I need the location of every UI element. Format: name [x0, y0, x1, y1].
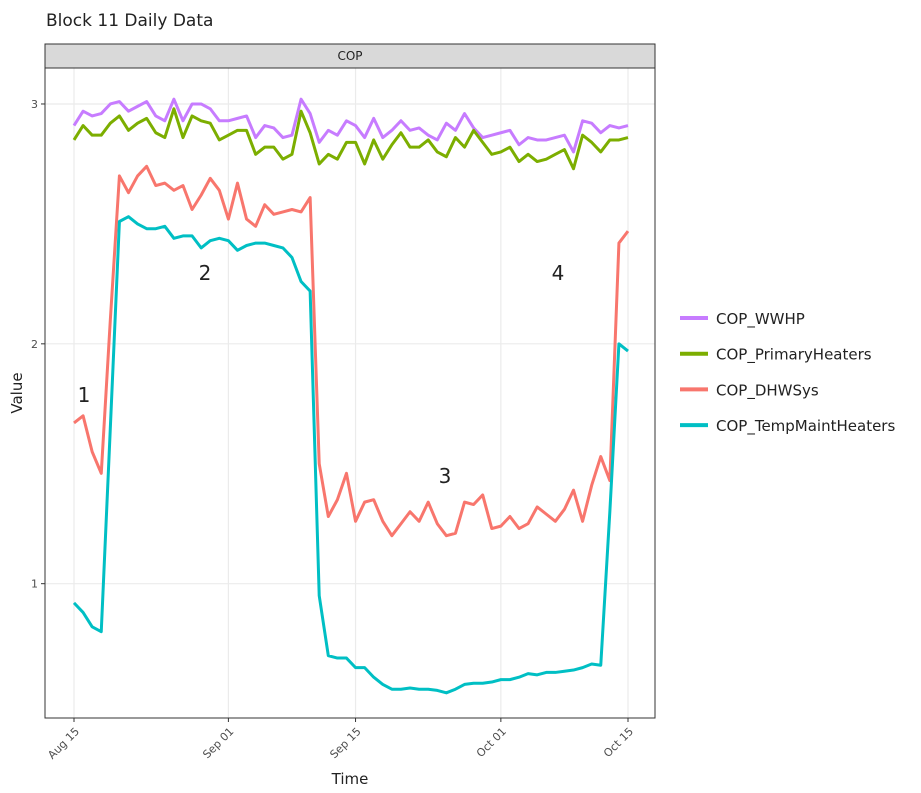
annotation: 2: [199, 261, 212, 285]
y-tick-label: 3: [31, 98, 38, 111]
legend-label: COP_DHWSys: [716, 381, 819, 400]
series-line: [72, 215, 629, 695]
series-line: [73, 164, 630, 538]
x-tick-label: Oct 15: [601, 725, 636, 760]
series-line: [72, 97, 629, 154]
chart-title: Block 11 Daily Data: [46, 11, 213, 31]
plot-panel: [45, 68, 655, 718]
y-tick-label: 1: [31, 578, 38, 591]
series-line: [72, 107, 629, 171]
panel-strip: [44, 43, 656, 69]
annotation: 4: [552, 261, 565, 285]
panel-border: [44, 67, 656, 719]
legend-label: COP_WWHP: [716, 310, 805, 329]
x-tick-label: Sep 15: [327, 725, 363, 761]
y-axis-label: Value: [8, 372, 26, 413]
y-tick-label: 2: [31, 338, 38, 351]
legend-label: COP_TempMaintHeaters: [716, 417, 895, 436]
x-tick-label: Sep 01: [200, 725, 236, 761]
panel-label: COP: [337, 49, 362, 63]
x-tick-label: Aug 15: [45, 725, 82, 762]
annotation: 3: [439, 464, 452, 488]
x-axis-label: Time: [331, 770, 369, 788]
annotation: 1: [78, 383, 91, 407]
legend-label: COP_PrimaryHeaters: [716, 346, 872, 365]
x-tick-label: Oct 01: [474, 725, 509, 760]
